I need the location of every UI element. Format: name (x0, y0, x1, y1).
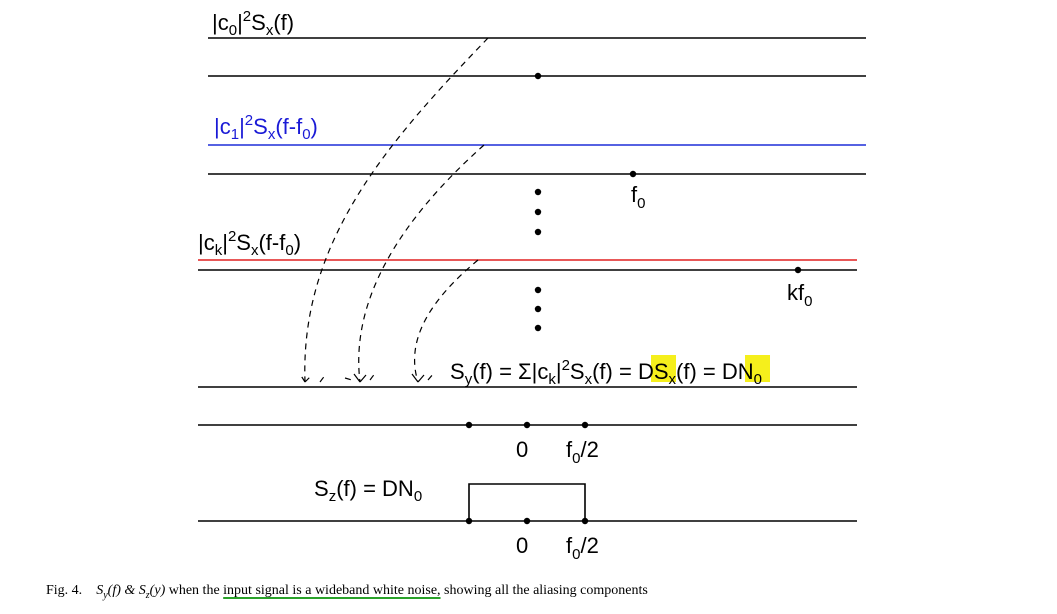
origin-dot-2 (523, 421, 531, 429)
fold-arrow-c1-head (353, 373, 367, 383)
f0-half-dot-1 (581, 421, 589, 429)
f0-dot (629, 170, 637, 178)
f0-half-label-1: f0/2 (566, 437, 599, 467)
fold-arrow-ck (414, 259, 479, 383)
f0-label: f0 (631, 182, 645, 212)
minus-f0-half-dot (465, 421, 473, 429)
sy-equation-label: Sy(f) = Σ|ck|2Sx(f) = DSx(f) = DN0 (450, 357, 762, 388)
zero-label-2: 0 (516, 533, 528, 558)
fold-arrow-c1 (358, 144, 485, 383)
fold-arrow-c1-tick (369, 371, 377, 381)
fold-arrow-c1-tick (344, 377, 353, 381)
origin-dot-3 (523, 517, 531, 525)
ck-spectrum-label: |ck|2Sx(f-f0) (198, 228, 301, 259)
zero-label-1: 0 (516, 437, 528, 462)
c0-part-a: |c (212, 10, 229, 35)
kf0-label: kf0 (787, 280, 812, 310)
figure-caption: Fig. 4. Sy(f) & Sz(y) when the input sig… (46, 583, 1046, 601)
caption-text-after: showing all the aliasing components (444, 583, 648, 598)
fig-label: Fig. 4. (46, 583, 83, 598)
ellipsis-dot (534, 286, 542, 294)
ellipsis-dot (534, 208, 542, 216)
fold-arrow-c0-tick (319, 373, 327, 383)
kf0-dot (794, 266, 802, 274)
caption-math: Sy(f) & Sz(y) (96, 583, 166, 601)
ellipsis-dot (534, 324, 542, 332)
sz-equation-label: Sz(f) = DN0 (314, 476, 422, 505)
caption-underlined-text: input signal is a wideband white noise, (223, 583, 441, 598)
highlight-D-1 (651, 355, 676, 382)
minus-f0-half-dot-2 (465, 517, 473, 525)
fold-arrow-c0 (304, 37, 489, 383)
f0-half-label-2: f0/2 (566, 533, 599, 563)
f0-half-dot-2 (581, 517, 589, 525)
c1-spectrum-label: |c1|2Sx(f-f0) (214, 112, 318, 143)
fold-arrow-ck-tick (427, 372, 435, 381)
ellipsis-dot (534, 305, 542, 313)
fold-arrow-c0-head (299, 373, 313, 383)
fold-arrow-ck-head (411, 373, 425, 383)
highlight-D-2 (745, 355, 770, 382)
c0-spectrum-label: |c0|2Sx(f) (212, 8, 294, 39)
ellipsis-dot (534, 228, 542, 236)
caption-text-before: when the (168, 583, 220, 598)
ellipsis-dot (534, 188, 542, 196)
sz-rectangle (468, 483, 586, 521)
origin-dot-1 (534, 72, 542, 80)
